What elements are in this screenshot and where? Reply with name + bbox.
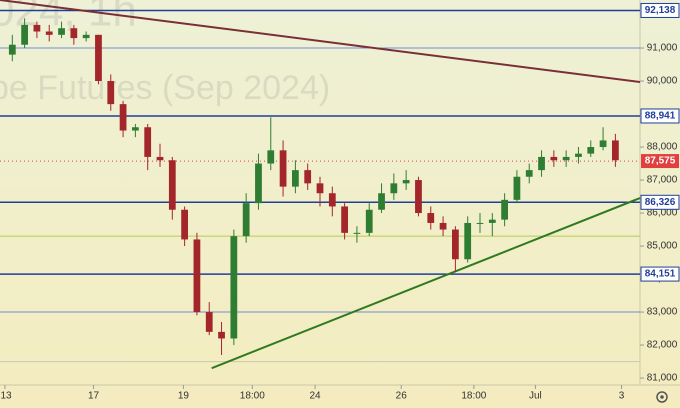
x-tick-label: 26 — [396, 391, 408, 402]
y-tick-label: 83,000 — [647, 307, 678, 318]
candle-body — [33, 24, 41, 32]
level-label-box — [640, 194, 680, 210]
candle-body — [464, 222, 472, 260]
candle-body — [513, 176, 521, 200]
candle-body — [21, 24, 28, 45]
candle-body — [292, 170, 299, 187]
candle-body — [550, 156, 558, 161]
candle-body — [255, 163, 262, 204]
level-label-box — [640, 266, 680, 282]
candle-body — [562, 156, 570, 161]
level-label: 92,138 — [645, 5, 676, 16]
last-price-label: 87,575 — [645, 156, 676, 167]
candle-body — [599, 140, 607, 148]
candle-body — [427, 213, 435, 223]
candle-body — [119, 104, 127, 131]
candle-body — [58, 28, 65, 35]
candle-body — [328, 193, 336, 207]
x-tick-label: 18:00 — [240, 391, 265, 402]
candle-body — [365, 209, 373, 233]
candle-body — [205, 312, 213, 332]
level-label-box — [640, 108, 680, 124]
candle-body — [132, 127, 139, 131]
candle-body — [575, 153, 582, 157]
y-tick-label: 90,000 — [647, 76, 678, 87]
candle-body — [353, 232, 361, 234]
candle-body — [488, 219, 496, 223]
candle-body — [230, 236, 238, 339]
candle-body — [267, 150, 275, 164]
y-tick-label: 85,000 — [647, 241, 678, 252]
x-tick-label: Jul — [529, 391, 542, 402]
level-label: 88,941 — [645, 111, 676, 122]
settings-button[interactable] — [656, 391, 668, 403]
candle-body — [341, 206, 348, 233]
watermark: be Futures (Sep 2024) — [0, 69, 330, 107]
candle-body — [144, 127, 152, 157]
candle-body — [8, 44, 16, 55]
candle-body — [587, 147, 595, 154]
candle-body — [218, 331, 225, 339]
x-tick-label: 18:00 — [461, 391, 486, 402]
candle-body — [107, 81, 115, 105]
y-tick-label: 86,000 — [647, 208, 678, 219]
candle-body — [316, 183, 324, 194]
y-tick-label: 87,000 — [647, 175, 678, 186]
y-tick-label: 81,000 — [647, 373, 678, 384]
y-tick-label: 82,000 — [647, 340, 678, 351]
x-tick-label: 24 — [310, 391, 322, 402]
candle-body — [242, 203, 250, 237]
candle-body — [304, 170, 312, 184]
watermark: 024, 1h — [0, 0, 137, 36]
y-tick-label: 91,000 — [647, 43, 678, 54]
candle-body — [501, 199, 508, 220]
trendline — [211, 197, 641, 370]
level-label: 84,151 — [645, 269, 676, 280]
trendline — [0, 0, 641, 84]
candle-body — [45, 31, 53, 35]
x-tick-label: 19 — [178, 391, 190, 402]
candle-body — [525, 170, 533, 177]
candle-body — [402, 180, 410, 184]
candle-body — [193, 239, 201, 313]
candle-body — [168, 160, 176, 210]
candle-body — [279, 150, 287, 187]
level-label: 86,326 — [645, 197, 676, 208]
candle-body — [95, 34, 102, 82]
candle-body — [452, 229, 459, 260]
candle-body — [156, 156, 164, 161]
x-tick-label: 13 — [0, 391, 12, 402]
last-price-box — [641, 154, 679, 169]
candle-body — [612, 140, 619, 161]
candle-body — [415, 180, 422, 214]
candle-body — [181, 209, 188, 240]
x-tick-label: 3 — [619, 391, 625, 402]
x-tick-label: 17 — [88, 391, 100, 402]
candle-body — [538, 156, 545, 171]
candle-body — [390, 183, 398, 194]
y-tick-label: 88,000 — [647, 142, 678, 153]
candle-body — [70, 28, 78, 39]
level-label-box — [640, 2, 680, 18]
candle-body — [439, 222, 447, 230]
candle-body — [378, 193, 385, 210]
candle-body — [82, 34, 90, 39]
candle-body — [476, 222, 484, 224]
